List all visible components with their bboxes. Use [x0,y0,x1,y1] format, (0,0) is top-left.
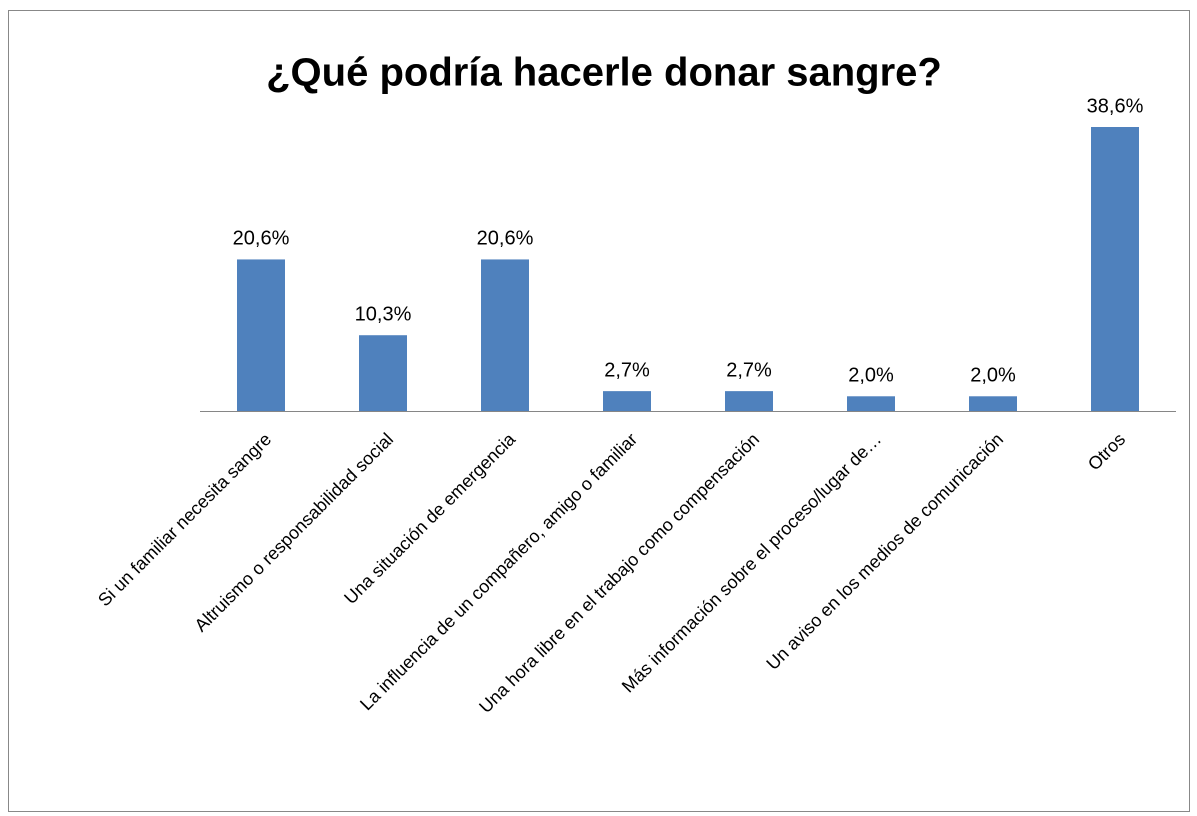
value-label: 2,7% [726,359,772,381]
bar [969,396,1017,411]
bar [847,396,895,411]
chart-title: ¿Qué podría hacerle donar sangre? [266,51,942,95]
bar [481,259,529,411]
value-label: 20,6% [477,228,534,250]
bar [603,391,651,411]
value-label: 20,6% [233,228,290,250]
value-label: 2,7% [604,359,650,381]
bar [725,391,773,411]
bar [237,259,285,411]
value-label: 2,0% [970,365,1016,387]
value-label: 2,0% [848,365,894,387]
value-label: 38,6% [1087,95,1144,117]
bar [359,335,407,411]
bar [1091,127,1139,411]
value-label: 10,3% [355,303,412,325]
